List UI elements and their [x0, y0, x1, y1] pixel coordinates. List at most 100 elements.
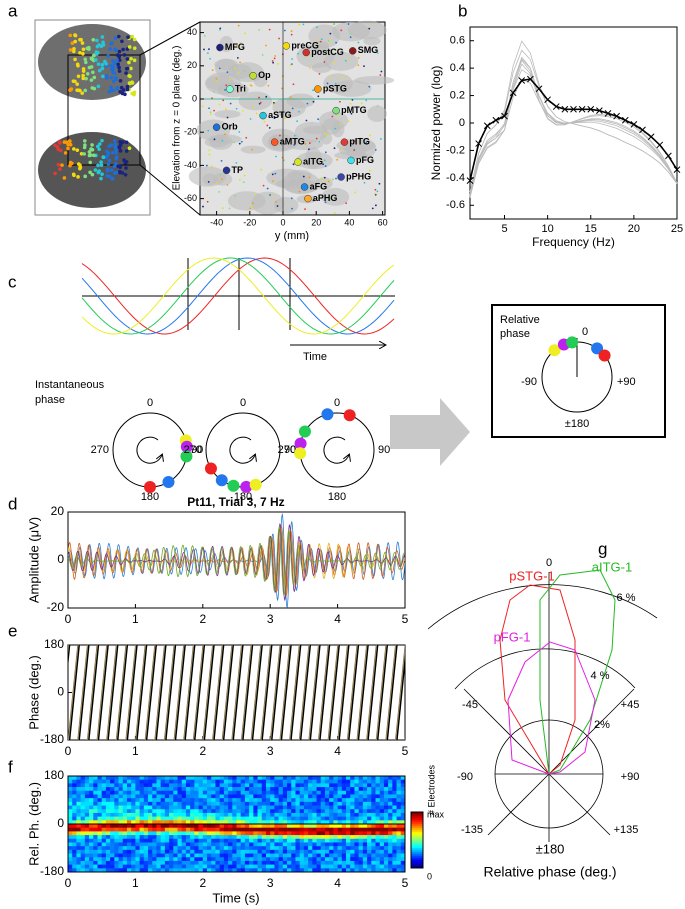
- heat-cell: [316, 849, 322, 854]
- inst-label: phase: [35, 394, 65, 406]
- heat-cell: [287, 831, 292, 836]
- heat-cell: [371, 853, 376, 858]
- region-label: pPHG: [346, 171, 371, 181]
- phase-line: [279, 645, 290, 740]
- heat-cell: [371, 820, 376, 825]
- heat-cell: [350, 787, 355, 792]
- heat-cell: [110, 868, 115, 873]
- heat-cell: [350, 820, 355, 825]
- heat-cell: [379, 849, 385, 854]
- heat-cell: [198, 835, 204, 840]
- phase-line: [346, 645, 358, 740]
- heat-cell: [93, 820, 98, 825]
- heat-cell: [287, 827, 292, 832]
- phase-dot: [566, 336, 579, 349]
- electrode: [349, 36, 352, 39]
- heat-cell: [228, 816, 233, 821]
- heat-cell: [181, 860, 187, 865]
- heat-cell: [354, 790, 359, 795]
- heat-cell: [396, 849, 402, 854]
- heat-cell: [240, 820, 246, 825]
- point: [466, 177, 474, 184]
- heat-cell: [156, 857, 161, 862]
- heat-cell: [177, 857, 183, 862]
- phase-line: [212, 645, 223, 740]
- heat-cell: [202, 820, 208, 825]
- heat-cell: [253, 868, 258, 873]
- heat-cell: [295, 827, 300, 832]
- heat-cell: [101, 809, 107, 814]
- heat-cell: [350, 846, 355, 851]
- heat-cell: [160, 809, 166, 814]
- heat-cell: [278, 809, 284, 814]
- heat-cell: [84, 798, 90, 803]
- heat-cell: [211, 794, 216, 799]
- phase-label: 0: [147, 397, 153, 409]
- heat-cell: [350, 794, 355, 799]
- heat-cell: [236, 835, 242, 840]
- heat-cell: [249, 812, 254, 817]
- colorbar-cell: [411, 842, 423, 845]
- heat-cell: [164, 776, 170, 780]
- heat-cell: [118, 838, 124, 843]
- region-label: pSTG: [323, 83, 347, 93]
- electrode: [113, 36, 118, 41]
- heat-cell: [169, 812, 174, 817]
- zoom-box: [67, 54, 141, 166]
- electrode: [353, 140, 356, 142]
- heat-cell: [177, 868, 183, 873]
- electrode: [219, 173, 222, 176]
- heat-cell: [312, 846, 317, 851]
- heatmap: [68, 776, 406, 873]
- phase-line: [107, 645, 119, 740]
- heat-cell: [72, 801, 77, 806]
- heat-cell: [282, 801, 288, 806]
- heat-cell: [76, 831, 81, 836]
- phase-line: [135, 645, 146, 740]
- electrode: [218, 190, 221, 193]
- heat-cell: [400, 860, 406, 865]
- heat-cell: [148, 857, 153, 862]
- heat-cell: [89, 801, 94, 806]
- heat-cell: [148, 790, 153, 795]
- heat-cell: [198, 824, 204, 828]
- heat-cell: [265, 816, 271, 821]
- heat-cell: [253, 857, 258, 862]
- heat-cell: [244, 776, 250, 780]
- electrode: [251, 202, 254, 204]
- heat-cell: [139, 805, 145, 810]
- heat-cell: [312, 824, 317, 828]
- heat-cell: [181, 783, 187, 788]
- heat-cell: [122, 809, 128, 814]
- heat-cell: [228, 776, 233, 780]
- heat-cell: [337, 794, 343, 799]
- heat-cell: [215, 801, 220, 806]
- heat-cell: [249, 805, 254, 810]
- x-tick-label: -40: [210, 217, 223, 227]
- heat-cell: [400, 809, 406, 814]
- heat-cell: [388, 787, 393, 792]
- phase-line: [193, 645, 204, 740]
- heat-cell: [236, 838, 242, 843]
- heat-cell: [396, 824, 402, 828]
- electrode: [127, 74, 131, 78]
- heat-cell: [228, 787, 233, 792]
- phase-line: [202, 645, 214, 740]
- electrode: [379, 138, 382, 140]
- heat-cell: [358, 779, 364, 784]
- heat-cell: [244, 783, 250, 788]
- electrode: [312, 199, 315, 202]
- heat-cell: [257, 790, 263, 795]
- heat-cell: [362, 838, 368, 843]
- heat-cell: [185, 779, 191, 784]
- electrode: [329, 75, 332, 78]
- phase-line: [68, 645, 79, 740]
- cortex-shade: [331, 120, 345, 138]
- heat-cell: [122, 820, 128, 825]
- region-label: aSTG: [268, 110, 292, 120]
- heat-cell: [354, 831, 359, 836]
- heat-cell: [152, 835, 157, 840]
- electrode: [83, 57, 88, 62]
- heat-cell: [72, 827, 77, 832]
- electrode: [203, 35, 206, 37]
